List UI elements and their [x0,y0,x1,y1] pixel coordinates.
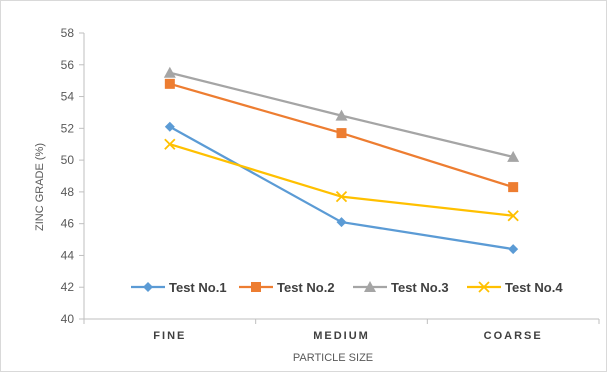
x-axis-title: PARTICLE SIZE [293,352,373,364]
series-1-point [508,244,519,255]
series-2-point [336,128,347,139]
series-1-point [164,121,175,132]
legend-swatch-marker [478,281,490,293]
series-2-point [508,182,519,193]
legend-swatch-marker [143,282,153,292]
y-tick-label: 56 [61,58,75,72]
legend-label: Test No.3 [391,280,449,295]
legend-label: Test No.4 [505,280,563,295]
y-tick-label: 46 [61,217,75,231]
y-tick-label: 52 [61,121,75,135]
series-4-point [335,191,348,203]
legend-item-4: Test No.4 [467,280,563,295]
y-axis-title: ZINC GRADE (%) [34,143,46,231]
series-3-point [507,150,520,162]
series-1-point [336,217,347,228]
legend: Test No.1 Test No.2 Test No.3 Test No.4 [131,280,563,295]
legend-label: Test No.2 [277,280,335,295]
series-2-point [164,78,175,89]
legend-item-2: Test No.2 [239,280,335,295]
y-tick-labels: 40 42 44 46 48 50 52 54 56 58 [61,26,75,326]
axes [79,32,600,324]
y-tick-label: 44 [61,248,75,262]
y-tick-label: 48 [61,185,75,199]
series-3-point [163,66,176,78]
legend-swatch-marker [251,282,261,292]
y-tick-label: 54 [61,90,75,104]
legend-item-1: Test No.1 [131,280,227,295]
x-tick-label: COARSE [484,330,543,342]
y-tick-label: 58 [61,26,75,40]
y-tick-label: 42 [61,280,75,294]
series-3-point [335,109,348,121]
x-tick-labels: FINE MEDIUM COARSE [153,330,543,342]
legend-item-3: Test No.3 [353,280,449,295]
series-4-point [507,210,519,222]
x-tick-label: FINE [153,330,186,342]
y-tick-label: 50 [61,153,75,167]
legend-label: Test No.1 [169,280,227,295]
y-tick-label: 40 [61,312,75,326]
series-markers [163,66,520,255]
series-4-point [164,138,176,150]
legend-swatch-marker [364,281,376,292]
x-tick-label: MEDIUM [313,330,370,342]
